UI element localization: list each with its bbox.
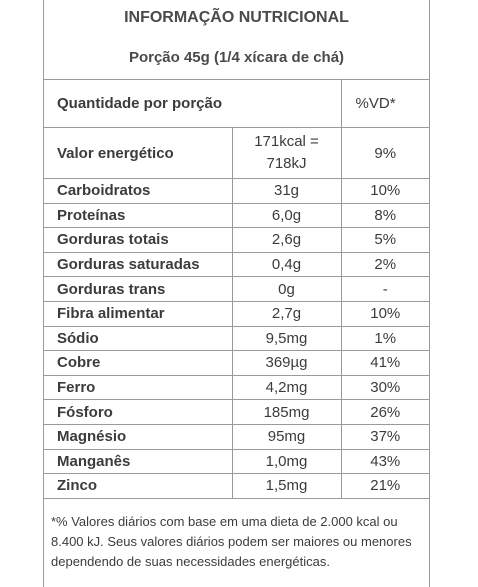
table-row: Zinco 1,5mg 21%: [44, 473, 430, 499]
nutrient-vd: 41%: [340, 350, 430, 376]
table-header-row: Quantidade por porção %VD*: [44, 79, 430, 128]
nutrient-vd: 2%: [340, 251, 430, 278]
header-vd-label: %VD*: [340, 79, 430, 128]
nutrient-vd: 37%: [340, 423, 430, 450]
nutrient-vd: 26%: [340, 399, 430, 425]
table-row: Gorduras saturadas 0,4g 2%: [44, 251, 430, 278]
nutrition-facts-panel: INFORMAÇÃO NUTRICIONAL Porção 45g (1/4 x…: [43, 0, 430, 587]
table-row: Sódio 9,5mg 1%: [44, 325, 430, 352]
nutrient-vd: 10%: [340, 300, 430, 327]
nutrient-vd: 1%: [340, 325, 430, 352]
nutrient-label: Magnésio: [44, 423, 233, 450]
nutrient-label: Zinco: [44, 473, 233, 499]
table-row: Manganês 1,0mg 43%: [44, 448, 430, 475]
nutrient-label: Fósforo: [44, 399, 233, 425]
nutrient-vd: 43%: [340, 448, 430, 475]
nutrient-label: Carboidratos: [44, 178, 233, 204]
energy-label: Valor energético: [44, 127, 233, 179]
nutrient-label: Fibra alimentar: [44, 300, 233, 327]
energy-value: 171kcal = 718kJ: [231, 127, 342, 179]
nutrient-vd: 8%: [340, 202, 430, 229]
table-row: Magnésio 95mg 37%: [44, 423, 430, 450]
nutrient-value: 4,2mg: [231, 374, 342, 401]
nutrient-vd: 10%: [340, 178, 430, 204]
header-quantity-label: Quantidade por porção: [44, 79, 342, 128]
energy-row: Valor energético 171kcal = 718kJ 9%: [44, 127, 430, 179]
nutrient-value: 185mg: [231, 399, 342, 425]
table-row: Cobre 369µg 41%: [44, 350, 430, 376]
table-row: Fósforo 185mg 26%: [44, 399, 430, 425]
table-row: Ferro 4,2mg 30%: [44, 374, 430, 401]
nutrient-label: Gorduras totais: [44, 227, 233, 253]
energy-vd: 9%: [340, 127, 430, 179]
portion-size: Porção 45g (1/4 xícara de chá): [128, 49, 345, 66]
nutrient-value: 6,0g: [231, 202, 342, 229]
nutrient-value: 0g: [231, 276, 342, 302]
nutrient-value: 1,5mg: [231, 473, 342, 499]
nutrient-value: 31g: [231, 178, 342, 204]
energy-kcal: 171kcal =: [254, 133, 319, 150]
nutrient-vd: 5%: [340, 227, 430, 253]
nutrient-vd: -: [340, 276, 430, 302]
footnote: *% Valores diários com base em uma dieta…: [51, 514, 412, 569]
table-row: Proteínas 6,0g 8%: [44, 202, 430, 229]
table-row: Carboidratos 31g 10%: [44, 178, 430, 204]
panel-title: INFORMAÇÃO NUTRICIONAL: [124, 9, 349, 26]
nutrient-value: 9,5mg: [231, 325, 342, 352]
table-row: Gorduras trans 0g -: [44, 276, 430, 302]
nutrient-vd: 21%: [340, 473, 430, 499]
nutrient-label: Gorduras trans: [44, 276, 233, 302]
nutrient-value: 369µg: [231, 350, 342, 376]
nutrient-value: 1,0mg: [231, 448, 342, 475]
nutrient-label: Cobre: [44, 350, 233, 376]
nutrient-label: Proteínas: [44, 202, 233, 229]
nutrient-value: 2,7g: [231, 300, 342, 327]
nutrition-table: Quantidade por porção %VD* Valor energét…: [44, 79, 430, 499]
nutrient-value: 95mg: [231, 423, 342, 450]
nutrient-label: Manganês: [44, 448, 233, 475]
nutrient-label: Gorduras saturadas: [44, 251, 233, 278]
nutrient-label: Ferro: [44, 374, 233, 401]
table-row: Gorduras totais 2,6g 5%: [44, 227, 430, 253]
table-row: Fibra alimentar 2,7g 10%: [44, 300, 430, 327]
energy-kj: 718kJ: [266, 155, 307, 172]
nutrient-value: 2,6g: [231, 227, 342, 253]
nutrient-label: Sódio: [44, 325, 233, 352]
nutrient-vd: 30%: [340, 374, 430, 401]
nutrient-value: 0,4g: [231, 251, 342, 278]
